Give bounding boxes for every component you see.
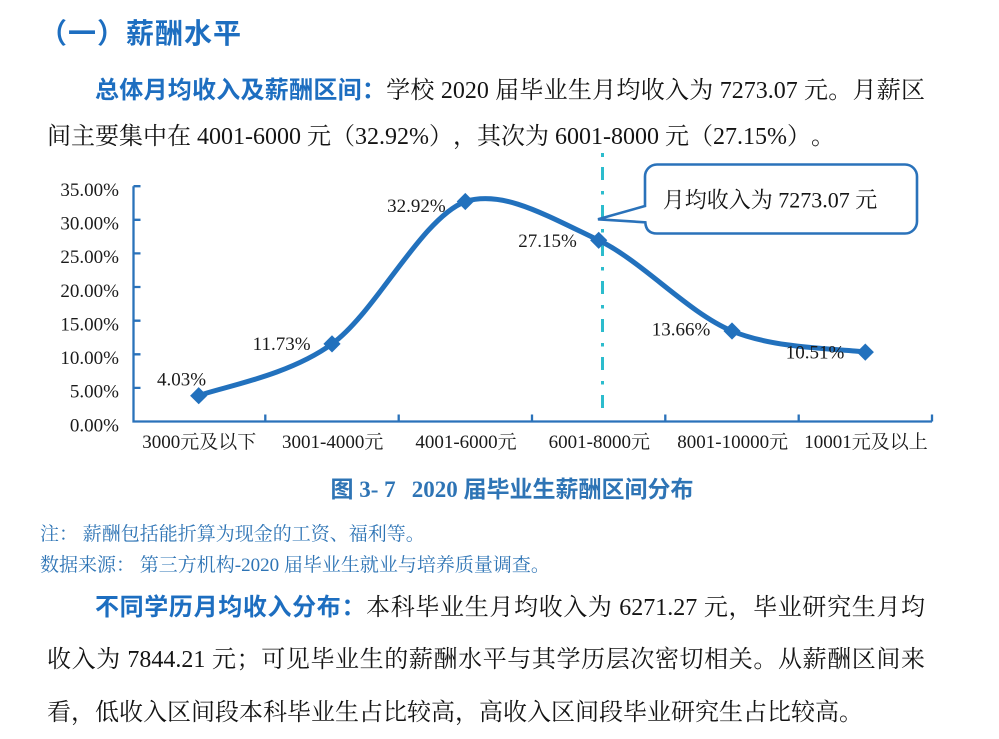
svg-text:15.00%: 15.00% bbox=[60, 315, 119, 336]
svg-text:25.00%: 25.00% bbox=[60, 247, 119, 268]
svg-text:月均收入为 7273.07 元: 月均收入为 7273.07 元 bbox=[663, 188, 878, 213]
svg-text:0.00%: 0.00% bbox=[70, 415, 119, 436]
svg-text:35.00%: 35.00% bbox=[60, 180, 119, 201]
svg-text:3001-4000元: 3001-4000元 bbox=[282, 431, 383, 453]
svg-text:10.51%: 10.51% bbox=[786, 343, 845, 364]
svg-text:4001-6000元: 4001-6000元 bbox=[415, 431, 516, 453]
svg-text:30.00%: 30.00% bbox=[60, 214, 119, 235]
svg-text:20.00%: 20.00% bbox=[60, 281, 119, 302]
svg-text:27.15%: 27.15% bbox=[518, 231, 577, 252]
svg-text:8001-10000元: 8001-10000元 bbox=[677, 431, 788, 453]
svg-text:32.92%: 32.92% bbox=[387, 196, 446, 217]
svg-text:3000元及以下: 3000元及以下 bbox=[142, 431, 256, 453]
svg-text:11.73%: 11.73% bbox=[253, 334, 311, 355]
svg-text:5.00%: 5.00% bbox=[70, 382, 119, 403]
svg-text:4.03%: 4.03% bbox=[157, 370, 206, 391]
svg-text:6001-8000元: 6001-8000元 bbox=[549, 431, 650, 453]
svg-text:10.00%: 10.00% bbox=[60, 348, 119, 369]
svg-text:10001元及以上: 10001元及以上 bbox=[804, 431, 928, 453]
svg-text:13.66%: 13.66% bbox=[652, 320, 711, 341]
